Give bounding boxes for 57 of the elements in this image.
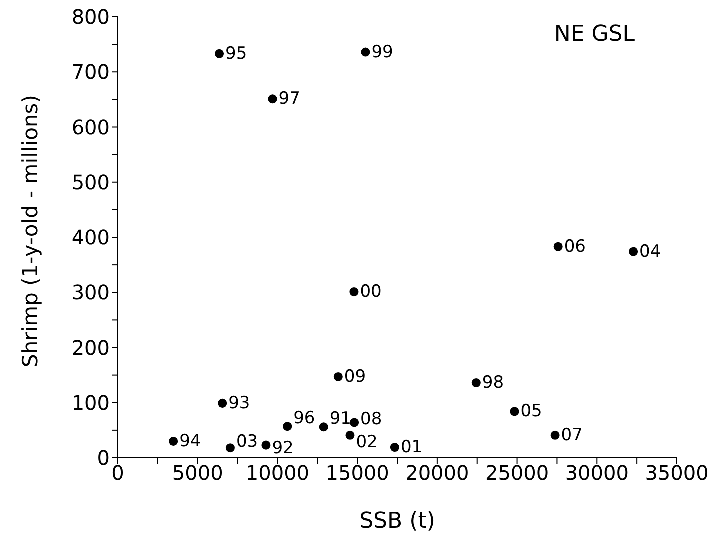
point bbox=[350, 288, 359, 297]
annotation: 04 bbox=[640, 242, 662, 262]
point bbox=[268, 94, 278, 104]
annotation: 94 bbox=[180, 431, 202, 452]
annotation: 05 bbox=[520, 402, 542, 422]
point bbox=[226, 444, 235, 453]
x-tick-label: 35000 bbox=[645, 461, 709, 486]
point bbox=[629, 247, 638, 256]
annotation: 92 bbox=[272, 438, 294, 458]
point bbox=[350, 418, 360, 428]
annotation: 08 bbox=[360, 410, 382, 430]
y-tick-label: 0 bbox=[97, 446, 110, 470]
annotation: 07 bbox=[561, 425, 583, 446]
annotation: 93 bbox=[228, 393, 250, 414]
point bbox=[319, 422, 328, 432]
annotation: 03 bbox=[236, 432, 258, 452]
x-tick-label: 30000 bbox=[565, 461, 629, 486]
y-tick-label: 700 bbox=[72, 60, 110, 84]
y-tick-label: 300 bbox=[72, 280, 110, 305]
annotation: 98 bbox=[482, 373, 504, 394]
annotation: 95 bbox=[226, 44, 248, 64]
y-tick-label: 100 bbox=[72, 390, 110, 415]
annotation: 01 bbox=[400, 438, 423, 458]
y-tick-label: 600 bbox=[72, 115, 110, 140]
point bbox=[262, 440, 271, 450]
annotation: 00 bbox=[360, 282, 382, 302]
point bbox=[169, 436, 178, 446]
x-tick-label: 20000 bbox=[406, 461, 470, 486]
point bbox=[346, 430, 355, 440]
x-tick-label: 15000 bbox=[326, 461, 390, 486]
point bbox=[554, 242, 563, 252]
annotation: 99 bbox=[372, 42, 394, 62]
y-tick-label: 200 bbox=[72, 336, 110, 360]
point bbox=[472, 378, 481, 388]
point bbox=[283, 422, 292, 432]
x-tick-label: 10000 bbox=[246, 461, 310, 486]
annotation: 91 bbox=[330, 409, 352, 430]
point bbox=[218, 398, 228, 408]
y-axis-title: Shrimp (1-y-old - millions) bbox=[18, 95, 42, 368]
annotation: 09 bbox=[344, 366, 366, 387]
annotation: 02 bbox=[356, 432, 378, 452]
annotation: NE GSL bbox=[554, 22, 635, 47]
x-axis-title: SSB (t) bbox=[360, 509, 436, 534]
x-tick-label: 25000 bbox=[485, 461, 550, 486]
point bbox=[334, 372, 343, 382]
annotation: 06 bbox=[564, 236, 586, 257]
y-tick-label: 500 bbox=[72, 170, 110, 194]
point bbox=[510, 407, 520, 416]
y-tick-label: 400 bbox=[72, 226, 110, 250]
point bbox=[390, 443, 400, 452]
point bbox=[550, 430, 560, 440]
annotation: 96 bbox=[294, 408, 316, 429]
x-tick-label: 5000 bbox=[172, 461, 224, 486]
point bbox=[215, 49, 224, 58]
y-tick-label: 800 bbox=[72, 5, 110, 30]
point bbox=[361, 48, 370, 57]
annotation: 97 bbox=[278, 89, 300, 110]
